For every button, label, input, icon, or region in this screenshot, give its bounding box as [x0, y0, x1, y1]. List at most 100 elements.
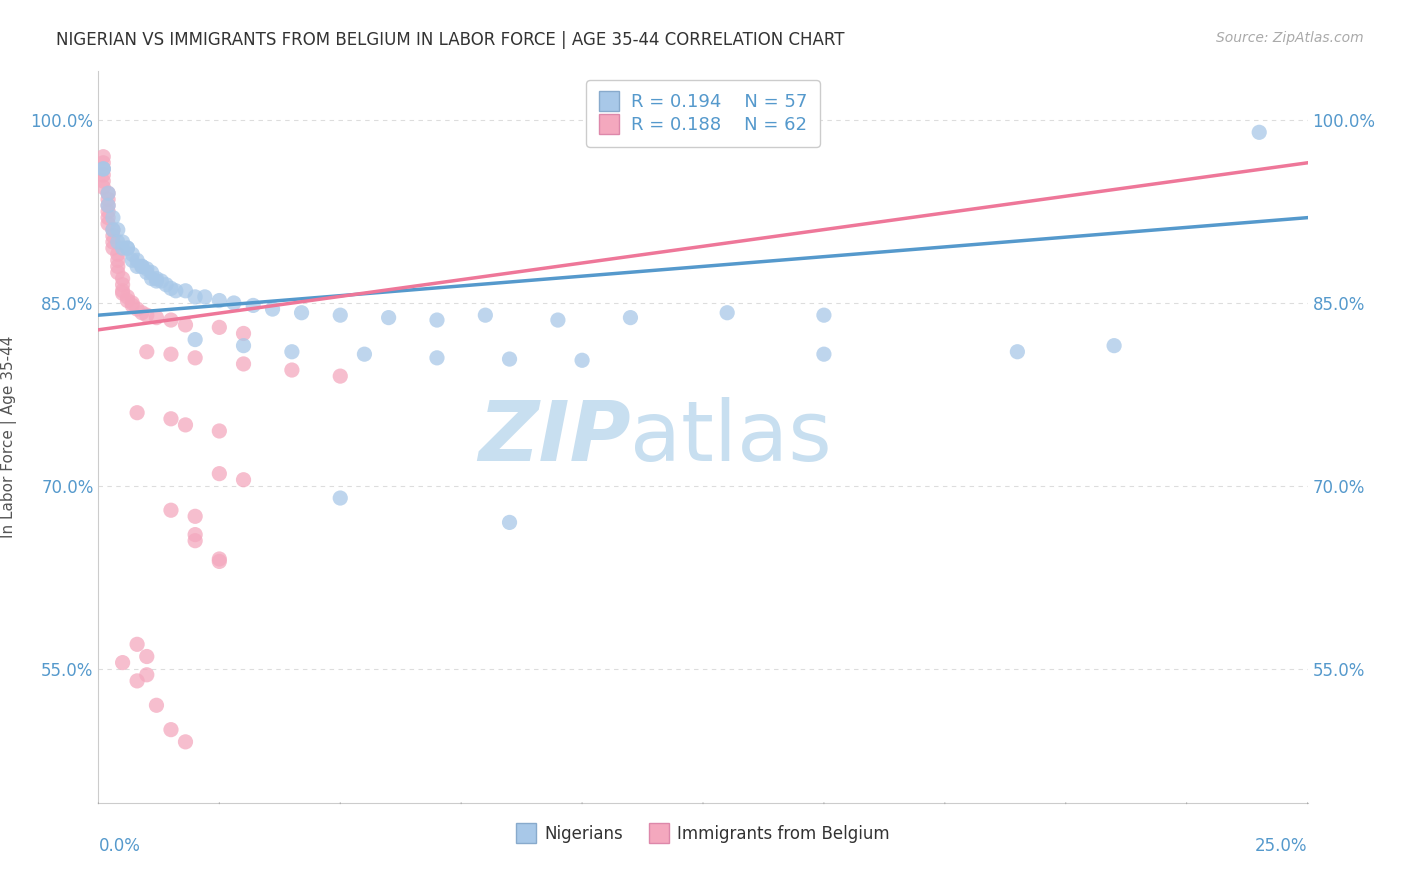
Point [208, 293, 231, 308]
Point [165, 284, 187, 298]
Point [281, 344, 304, 359]
Point [208, 320, 231, 334]
Point [117, 290, 139, 304]
Point [426, 313, 449, 327]
Point [121, 247, 143, 261]
Point [242, 298, 264, 312]
Point [141, 265, 163, 279]
Point [184, 527, 207, 541]
Point [131, 260, 153, 274]
Point [117, 241, 139, 255]
Point [101, 223, 124, 237]
Point [107, 247, 129, 261]
Point [121, 253, 143, 268]
Point [121, 296, 143, 310]
Point [97, 198, 120, 212]
Point [498, 516, 520, 530]
Point [184, 533, 207, 548]
Point [208, 552, 231, 566]
Point [150, 274, 173, 288]
Point [498, 352, 520, 367]
Point [97, 192, 120, 206]
Point [174, 284, 197, 298]
Point [145, 271, 167, 285]
Point [184, 333, 207, 347]
Text: NIGERIAN VS IMMIGRANTS FROM BELGIUM IN LABOR FORCE | AGE 35-44 CORRELATION CHART: NIGERIAN VS IMMIGRANTS FROM BELGIUM IN L… [56, 31, 845, 49]
Point [619, 310, 641, 325]
Point [174, 318, 197, 332]
Point [141, 271, 163, 285]
Point [135, 265, 157, 279]
Point [377, 310, 399, 325]
Point [145, 310, 167, 325]
Y-axis label: In Labor Force | Age 35-44: In Labor Force | Age 35-44 [0, 336, 17, 538]
Point [97, 198, 120, 212]
Point [716, 306, 738, 320]
Point [329, 369, 352, 384]
Point [107, 260, 129, 274]
Point [232, 339, 254, 353]
Point [107, 235, 129, 249]
Point [111, 241, 134, 255]
Point [131, 306, 153, 320]
Point [97, 186, 120, 201]
Point [91, 150, 114, 164]
Point [91, 155, 114, 169]
Point [127, 673, 149, 688]
Text: 0.0%: 0.0% [98, 837, 141, 855]
Point [160, 412, 183, 426]
Text: ZIP: ZIP [478, 397, 630, 477]
Point [101, 223, 124, 237]
Point [813, 347, 835, 361]
Point [160, 723, 183, 737]
Text: Source: ZipAtlas.com: Source: ZipAtlas.com [1216, 31, 1364, 45]
Point [101, 241, 124, 255]
Point [222, 296, 245, 310]
Point [1102, 339, 1125, 353]
Point [329, 491, 352, 505]
Point [145, 698, 167, 713]
Text: atlas: atlas [630, 397, 832, 477]
Point [127, 637, 149, 651]
Point [160, 313, 183, 327]
Point [262, 301, 284, 317]
Point [208, 554, 231, 568]
Point [127, 301, 149, 317]
Point [135, 667, 157, 681]
Point [117, 241, 139, 255]
Point [91, 180, 114, 194]
Point [111, 235, 134, 249]
Point [135, 308, 157, 322]
Point [208, 424, 231, 438]
Point [184, 351, 207, 365]
Point [135, 344, 157, 359]
Point [121, 298, 143, 312]
Point [232, 326, 254, 341]
Point [111, 286, 134, 301]
Point [101, 235, 124, 249]
Point [135, 261, 157, 276]
Point [97, 211, 120, 225]
Point [111, 656, 134, 670]
Point [101, 211, 124, 225]
Point [160, 347, 183, 361]
Point [111, 277, 134, 292]
Point [127, 260, 149, 274]
Point [184, 290, 207, 304]
Point [232, 357, 254, 371]
Point [232, 473, 254, 487]
Point [155, 277, 177, 292]
Point [91, 161, 114, 176]
Point [131, 260, 153, 274]
Point [160, 503, 183, 517]
Point [127, 253, 149, 268]
Point [117, 293, 139, 308]
Point [111, 271, 134, 285]
Point [91, 168, 114, 182]
Point [107, 253, 129, 268]
Point [1007, 344, 1029, 359]
Point [97, 217, 120, 231]
Point [547, 313, 569, 327]
Point [111, 284, 134, 298]
Point [174, 417, 197, 432]
